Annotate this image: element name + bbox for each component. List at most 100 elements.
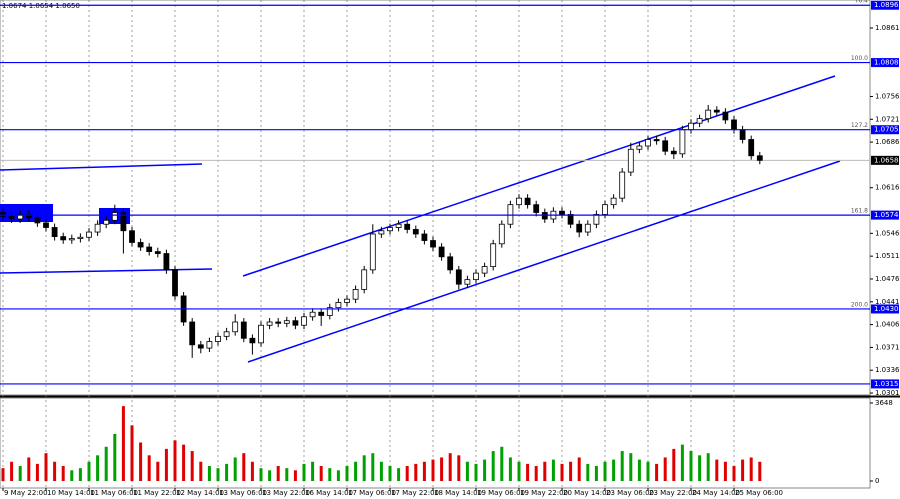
volume-bar [311,461,315,481]
candle-body [576,223,583,233]
candle-body [51,227,58,238]
candle-body [34,217,41,224]
volume-bar [319,466,323,481]
level-label: 1.0896 [874,1,899,9]
y-tick-label: 1.0371 [875,343,900,351]
volume-bar [741,459,745,481]
x-tick-label: 25 May 06:00 [735,489,783,497]
y-tick-label: 1.0616 [875,184,900,192]
current-price-box [871,155,899,165]
candle-body [602,204,608,215]
candle-body [172,269,178,297]
volume-bar [87,461,91,481]
x-tick-label: 19 May 22:00 [520,489,568,497]
volume-bar [1,468,5,481]
candle-body [8,216,15,220]
candle-body [68,238,75,241]
volume-bar [594,466,598,481]
volume-bar [242,453,246,481]
volume-bar [517,461,521,481]
volume-bar [422,461,426,481]
candle-body [249,337,256,344]
volume-bar [53,461,57,481]
candle-body [111,212,118,221]
fib-label: 127.2 [851,122,868,129]
channel-lower [247,160,841,363]
volume-bar [646,461,650,481]
candle-body [653,139,660,142]
candle-body [645,139,651,147]
x-tick-label: 24 May 14:00 [692,489,740,497]
candle-body [163,253,170,271]
fib-label: 200.0 [851,301,868,308]
level-label: 1.0808 [874,59,899,67]
y-tick-label: 1.0686 [875,138,900,146]
candle-body [378,230,385,235]
candle-body [361,269,368,290]
candle-body [240,321,247,339]
candle-body [610,197,617,206]
grid [2,0,735,488]
volume-tick-label: 0 [875,477,879,485]
x-tick-label: 17 May 06:00 [348,489,396,497]
candle-body [25,214,32,219]
volume-bar [457,455,461,481]
candle-body [292,320,299,326]
x-tick-label: 11 May 22:00 [133,489,181,497]
volume-bar [207,466,211,481]
volume-bar [233,457,237,481]
current-price-label: 1.0658 [874,156,899,164]
volume-bar [164,448,168,481]
candle-body [756,155,763,161]
volume-bar [216,468,220,481]
candle-body [232,321,239,333]
volume-bar [715,459,719,481]
level-label-box [871,379,899,389]
x-tick-label: 10 May 14:00 [47,489,95,497]
candle-body [438,246,445,258]
candle-body [301,316,307,326]
candle-body [541,212,548,220]
volume-bar [379,461,383,481]
volume-bar [569,461,573,481]
volume-bar [508,457,512,481]
volume-bar [440,457,444,481]
volume-bar [61,466,65,481]
volume-bar [104,446,108,481]
candle-body [705,109,712,120]
level-label-box [871,210,899,220]
x-tick-label: 20 May 14:00 [563,489,611,497]
candle-body [309,311,316,318]
header-text: 1.0674 1.0654 1.0650 [2,2,80,10]
fib-label: 100.0 [851,55,868,62]
volume-bar [78,468,82,481]
volume-bar [293,470,297,481]
volume-bar [276,466,280,481]
candle-body [283,320,290,324]
y-tick-label: 1.0336 [875,366,900,374]
volume-bar [723,461,727,481]
volume-bar [560,463,564,481]
candle-body [481,266,488,274]
level-label-box [871,58,899,68]
volume-bar [354,461,358,481]
volume-bar [268,470,272,481]
volume-bar [371,453,375,481]
volume-bar [758,461,762,481]
y-tick-label: 1.0721 [875,115,900,123]
candle-body [662,140,669,152]
y-tick-label: 1.0406 [875,321,900,329]
candle-body [636,145,643,150]
candle-body [215,335,221,342]
candle-body [567,214,574,225]
volume-bar [139,442,143,481]
fib-label: 161.8 [851,208,868,215]
candle-body [670,150,677,155]
volume-bar [182,444,186,481]
candle-body [688,122,694,131]
candle-body [498,223,505,245]
candle-body [120,212,127,232]
candle-body [507,204,514,225]
candle-body [223,331,230,337]
